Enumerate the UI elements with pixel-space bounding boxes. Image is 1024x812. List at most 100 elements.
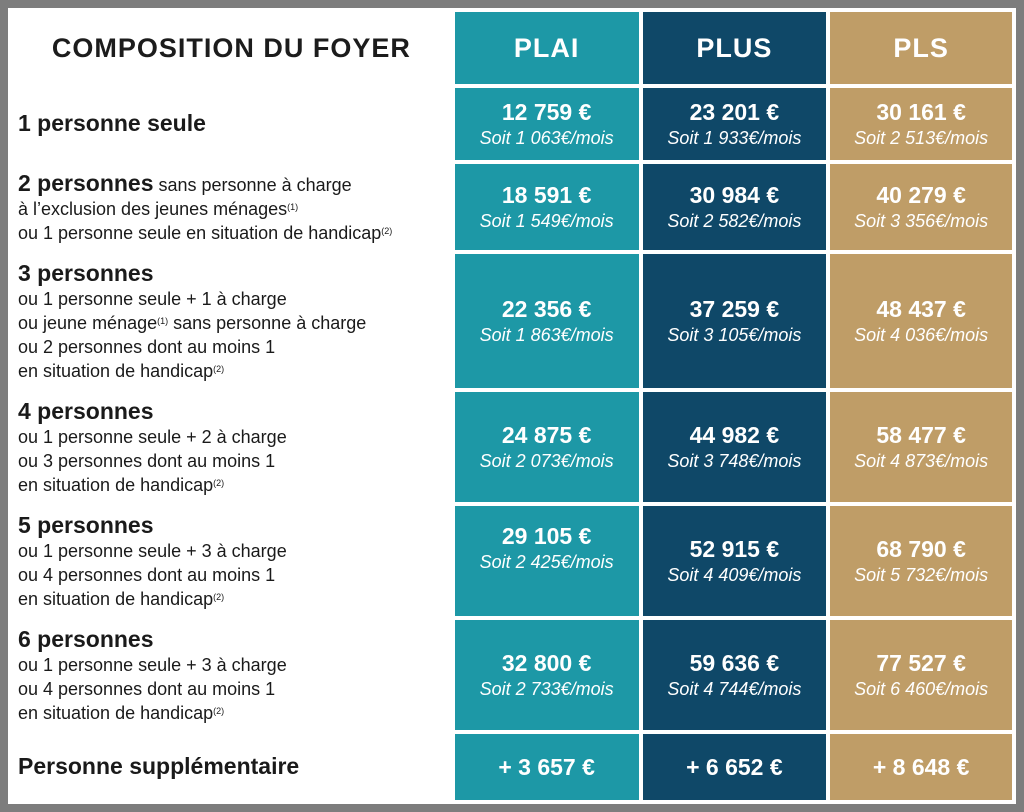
pls-cell: 48 437 € Soit 4 036€/mois: [830, 254, 1012, 388]
plus-cell: 30 984 € Soit 2 582€/mois: [642, 164, 827, 250]
plus-cell: 52 915 € Soit 4 409€/mois: [642, 506, 827, 616]
annual-amount: 18 591 €: [501, 182, 592, 208]
monthly-amount: Soit 4 744€/mois: [667, 679, 802, 699]
pls-cell: 30 161 € Soit 2 513€/mois: [830, 88, 1012, 160]
monthly-amount: Soit 5 732€/mois: [854, 565, 989, 585]
monthly-amount: Soit 2 513€/mois: [854, 128, 989, 148]
composition-cell: 5 personnes ou 1 personne seule + 3 à ch…: [12, 506, 451, 616]
plus-cell: 44 982 € Soit 3 748€/mois: [642, 392, 827, 502]
table-row: 6 personnes ou 1 personne seule + 3 à ch…: [12, 620, 1012, 730]
row-detail: en situation de handicap: [18, 702, 214, 723]
composition-cell: 1 personne seule: [12, 88, 451, 160]
annual-amount: 22 356 €: [501, 296, 592, 322]
monthly-amount: Soit 2 073€/mois: [479, 451, 614, 471]
annual-amount: 77 527 €: [876, 650, 966, 676]
row-detail: en situation de handicap: [18, 360, 214, 381]
footnote-ref: (2): [213, 477, 225, 488]
header-pls: PLS: [830, 12, 1012, 84]
table-row: 3 personnes ou 1 personne seule + 1 à ch…: [12, 254, 1012, 388]
pls-cell: 40 279 € Soit 3 356€/mois: [830, 164, 1012, 250]
row-title: Personne supplémentaire: [18, 753, 300, 779]
plai-cell: 22 356 € Soit 1 863€/mois: [454, 254, 639, 388]
extra-amount: + 8 648 €: [872, 753, 970, 780]
row-detail: ou 1 personne seule + 3 à charge: [18, 654, 287, 675]
monthly-amount: Soit 1 549€/mois: [479, 211, 614, 231]
monthly-amount: Soit 6 460€/mois: [854, 679, 989, 699]
income-ceiling-table: COMPOSITION DU FOYER PLAI PLUS PLS 1 per…: [8, 8, 1016, 804]
row-title: 5 personnes: [18, 511, 154, 538]
footnote-ref: (2): [213, 705, 225, 716]
table-row: 5 personnes ou 1 personne seule + 3 à ch…: [12, 506, 1012, 616]
monthly-amount: Soit 2 425€/mois: [479, 552, 614, 572]
monthly-amount: Soit 3 105€/mois: [667, 325, 802, 345]
annual-amount: 59 636 €: [689, 650, 780, 676]
monthly-amount: Soit 3 356€/mois: [854, 211, 989, 231]
pls-cell: + 8 648 €: [830, 734, 1012, 800]
row-title: 4 personnes: [18, 397, 154, 424]
annual-amount: 37 259 €: [689, 296, 780, 322]
table-row: 2 personnes sans personne à charge à l’e…: [12, 164, 1012, 250]
composition-cell: 3 personnes ou 1 personne seule + 1 à ch…: [12, 254, 451, 388]
annual-amount: 68 790 €: [876, 536, 966, 562]
annual-amount: 23 201 €: [689, 99, 780, 125]
monthly-amount: Soit 1 063€/mois: [479, 128, 614, 148]
composition-cell: 4 personnes ou 1 personne seule + 2 à ch…: [12, 392, 451, 502]
header-composition: COMPOSITION DU FOYER: [12, 12, 451, 84]
pls-cell: 77 527 € Soit 6 460€/mois: [830, 620, 1012, 730]
monthly-amount: Soit 4 036€/mois: [854, 325, 989, 345]
row-detail: en situation de handicap: [18, 588, 214, 609]
table-row: Personne supplémentaire + 3 657 € + 6 65…: [12, 734, 1012, 800]
annual-amount: 52 915 €: [689, 536, 780, 562]
monthly-amount: Soit 2 733€/mois: [479, 679, 614, 699]
plai-cell: 29 105 € Soit 2 425€/mois: [454, 506, 639, 616]
plai-cell: 32 800 € Soit 2 733€/mois: [454, 620, 639, 730]
footnote-ref: (1): [287, 201, 299, 212]
annual-amount: 58 477 €: [876, 422, 966, 448]
plai-cell: 18 591 € Soit 1 549€/mois: [454, 164, 639, 250]
row-detail: ou 2 personnes dont au moins 1: [18, 336, 276, 357]
composition-cell: 2 personnes sans personne à charge à l’e…: [12, 164, 451, 250]
row-title: 3 personnes: [18, 259, 154, 286]
annual-amount: 48 437 €: [876, 296, 966, 322]
annual-amount: 12 759 €: [501, 99, 592, 125]
annual-amount: 29 105 €: [501, 523, 592, 549]
plai-cell: 24 875 € Soit 2 073€/mois: [454, 392, 639, 502]
monthly-amount: Soit 3 748€/mois: [667, 451, 802, 471]
monthly-amount: Soit 4 409€/mois: [667, 565, 802, 585]
plus-cell: 59 636 € Soit 4 744€/mois: [642, 620, 827, 730]
row-title: 6 personnes: [18, 625, 154, 652]
composition-cell: Personne supplémentaire: [12, 734, 451, 800]
row-detail: ou 1 personne seule en situation de hand…: [18, 222, 382, 243]
extra-amount: + 6 652 €: [686, 753, 783, 780]
footnote-ref: (2): [381, 225, 393, 236]
row-title: 1 personne seule: [18, 110, 206, 136]
row-detail: sans personne à charge: [168, 312, 367, 333]
row-detail: à l’exclusion des jeunes ménages: [18, 198, 288, 219]
annual-amount: 24 875 €: [501, 422, 592, 448]
annual-amount: 44 982 €: [689, 422, 780, 448]
extra-amount: + 3 657 €: [498, 753, 595, 780]
monthly-amount: Soit 4 873€/mois: [854, 451, 989, 471]
plai-cell: 12 759 € Soit 1 063€/mois: [454, 88, 639, 160]
pls-cell: 68 790 € Soit 5 732€/mois: [830, 506, 1012, 616]
row-title-suffix: sans personne à charge: [153, 174, 352, 195]
plus-cell: 37 259 € Soit 3 105€/mois: [642, 254, 827, 388]
table-row: 4 personnes ou 1 personne seule + 2 à ch…: [12, 392, 1012, 502]
row-detail: ou 1 personne seule + 1 à charge: [18, 288, 287, 309]
row-detail: en situation de handicap: [18, 474, 214, 495]
annual-amount: 30 161 €: [876, 99, 966, 125]
annual-amount: 30 984 €: [689, 182, 780, 208]
monthly-amount: Soit 1 863€/mois: [479, 325, 614, 345]
plus-cell: 23 201 € Soit 1 933€/mois: [642, 88, 827, 160]
plai-cell: + 3 657 €: [454, 734, 639, 800]
row-detail: ou 3 personnes dont au moins 1: [18, 450, 276, 471]
composition-cell: 6 personnes ou 1 personne seule + 3 à ch…: [12, 620, 451, 730]
footnote-ref: (1): [157, 315, 169, 326]
table-header-row: COMPOSITION DU FOYER PLAI PLUS PLS: [12, 12, 1012, 84]
row-title: 2 personnes: [18, 169, 154, 196]
row-detail: ou 4 personnes dont au moins 1: [18, 564, 276, 585]
row-detail: ou 4 personnes dont au moins 1: [18, 678, 276, 699]
plus-cell: + 6 652 €: [642, 734, 827, 800]
header-plai: PLAI: [454, 12, 639, 84]
